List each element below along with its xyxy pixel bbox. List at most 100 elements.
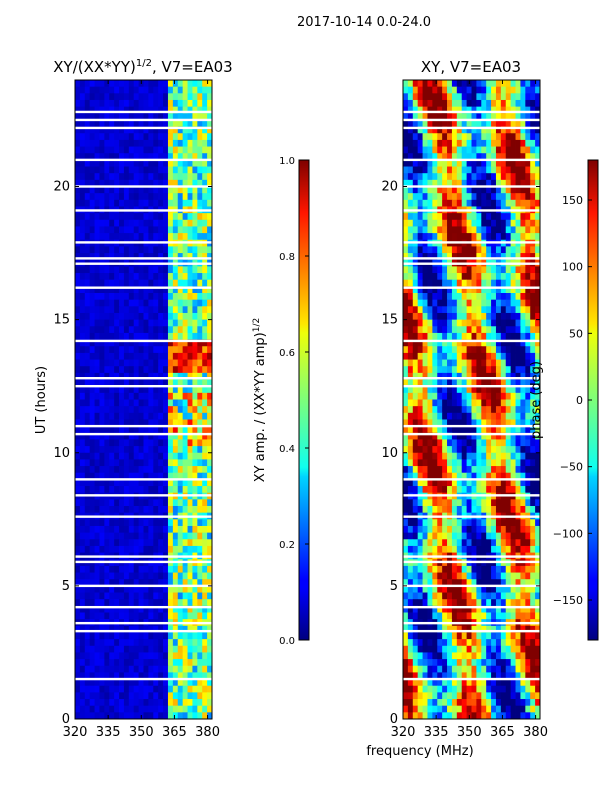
heatmap-cell bbox=[407, 339, 414, 347]
heatmap-cell bbox=[187, 499, 193, 507]
y-tick-label: 0 bbox=[62, 712, 70, 727]
heatmap-cell bbox=[432, 352, 438, 360]
heatmap-cell bbox=[138, 332, 144, 340]
heatmap-cell bbox=[403, 506, 409, 514]
heatmap-cell bbox=[495, 86, 502, 94]
heatmap-cell bbox=[476, 279, 482, 287]
heatmap-cell bbox=[133, 659, 139, 667]
heatmap-cell bbox=[138, 233, 144, 241]
heatmap-cell bbox=[119, 386, 125, 394]
heatmap-cell bbox=[422, 273, 428, 281]
heatmap-cell bbox=[515, 113, 521, 121]
heatmap-cell bbox=[84, 173, 91, 181]
heatmap-cell bbox=[525, 352, 531, 360]
heatmap-cell bbox=[520, 213, 526, 221]
heatmap-cell bbox=[119, 426, 125, 434]
heatmap-cell bbox=[133, 139, 139, 147]
heatmap-cell bbox=[525, 486, 531, 494]
heatmap-cell bbox=[481, 93, 487, 101]
heatmap-cell bbox=[535, 346, 541, 354]
heatmap-cell bbox=[197, 605, 203, 613]
heatmap-cell bbox=[133, 372, 139, 380]
heatmap-cell bbox=[109, 506, 115, 514]
heatmap-cell bbox=[153, 625, 159, 633]
heatmap-cell bbox=[500, 193, 507, 201]
heatmap-cell bbox=[456, 106, 463, 114]
heatmap-cell bbox=[471, 86, 477, 94]
heatmap-cell bbox=[114, 133, 120, 141]
heatmap-cell bbox=[442, 339, 448, 347]
flagged-row bbox=[75, 384, 212, 388]
heatmap-cell bbox=[530, 486, 536, 494]
heatmap-cell bbox=[177, 592, 184, 600]
heatmap-cell bbox=[153, 665, 159, 673]
heatmap-cell bbox=[177, 226, 184, 234]
heatmap-cell bbox=[123, 186, 130, 194]
heatmap-cell bbox=[114, 426, 120, 434]
heatmap-cell bbox=[202, 346, 208, 354]
heatmap-cell bbox=[447, 486, 453, 494]
heatmap-cell bbox=[109, 293, 115, 301]
heatmap-cell bbox=[491, 419, 497, 427]
heatmap-cell bbox=[202, 266, 208, 274]
heatmap-cell bbox=[466, 279, 472, 287]
heatmap-cell bbox=[109, 273, 115, 281]
heatmap-cell bbox=[491, 426, 497, 434]
heatmap-cell bbox=[148, 579, 154, 587]
flagged-row bbox=[75, 185, 212, 188]
heatmap-cell bbox=[182, 166, 188, 174]
heatmap-cell bbox=[187, 233, 193, 241]
heatmap-cell bbox=[427, 472, 433, 480]
heatmap-cell bbox=[119, 572, 125, 580]
heatmap-cell bbox=[153, 532, 159, 540]
heatmap-cell bbox=[491, 99, 497, 108]
heatmap-cell bbox=[197, 712, 203, 720]
heatmap-cell bbox=[123, 253, 130, 261]
heatmap-cell bbox=[510, 539, 516, 547]
heatmap-cell bbox=[84, 306, 91, 314]
heatmap-cell bbox=[158, 372, 164, 380]
heatmap-cell bbox=[79, 119, 86, 127]
heatmap-cell bbox=[437, 326, 443, 334]
heatmap-cell bbox=[491, 146, 497, 154]
heatmap-cell bbox=[133, 106, 139, 114]
heatmap-cell bbox=[510, 532, 516, 540]
heatmap-cell bbox=[119, 133, 125, 141]
heatmap-cell bbox=[182, 665, 188, 673]
heatmap-cell bbox=[530, 113, 536, 121]
heatmap-cell bbox=[153, 539, 159, 547]
heatmap-cell bbox=[481, 193, 487, 201]
heatmap-cell bbox=[505, 479, 512, 487]
heatmap-cell bbox=[417, 545, 423, 553]
heatmap-cell bbox=[163, 605, 169, 613]
heatmap-cell bbox=[461, 585, 467, 593]
heatmap-cell bbox=[481, 273, 487, 281]
heatmap-cell bbox=[123, 479, 130, 487]
heatmap-cell bbox=[109, 699, 115, 707]
heatmap-cell bbox=[481, 399, 487, 407]
heatmap-cell bbox=[500, 246, 507, 254]
heatmap-cell bbox=[207, 332, 213, 340]
heatmap-cell bbox=[143, 466, 149, 474]
heatmap-cell bbox=[114, 113, 120, 121]
heatmap-cell bbox=[119, 126, 125, 134]
heatmap-cell bbox=[187, 459, 193, 467]
heatmap-cell bbox=[99, 459, 105, 467]
heatmap-cell bbox=[172, 699, 179, 707]
heatmap-cell bbox=[525, 366, 531, 374]
heatmap-cell bbox=[177, 625, 184, 633]
heatmap-cell bbox=[525, 519, 531, 527]
heatmap-cell bbox=[109, 219, 115, 227]
heatmap-cell bbox=[128, 93, 135, 101]
heatmap-cell bbox=[153, 645, 159, 653]
heatmap-cell bbox=[143, 126, 149, 134]
heatmap-cell bbox=[412, 585, 419, 593]
heatmap-cell bbox=[133, 486, 139, 494]
heatmap-cell bbox=[177, 699, 184, 707]
heatmap-cell bbox=[177, 419, 184, 427]
heatmap-cell bbox=[471, 113, 477, 121]
heatmap-cell bbox=[403, 585, 409, 593]
heatmap-cell bbox=[530, 273, 536, 281]
heatmap-cell bbox=[119, 652, 125, 660]
heatmap-cell bbox=[476, 153, 482, 161]
